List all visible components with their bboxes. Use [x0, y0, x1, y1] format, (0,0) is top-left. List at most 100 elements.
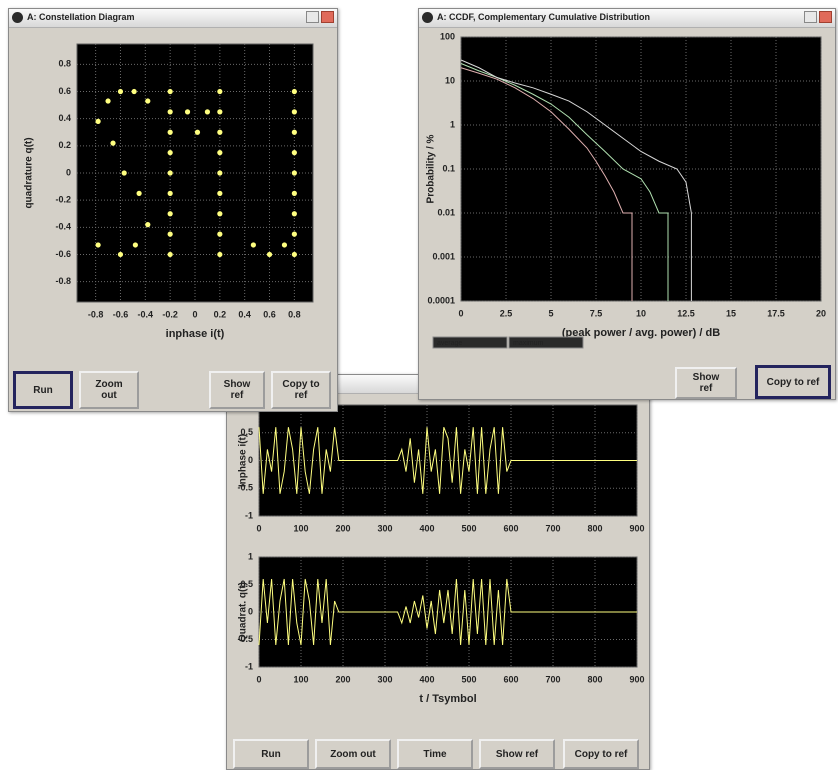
data-line	[460, 63, 669, 301]
data-point	[291, 88, 297, 95]
time-window: 0 100 200 300 400 500 600 700 800 900 -1 -0.5 0 0.5 In…	[226, 374, 650, 770]
x-tick-label: 500	[461, 523, 476, 533]
data-point	[136, 190, 142, 196]
minimize-button[interactable]	[804, 11, 817, 23]
legend-box	[432, 336, 508, 349]
y-axis-label: quadrature q(t)	[24, 137, 35, 208]
y-tick-label: 100	[440, 31, 455, 41]
data-point	[217, 251, 223, 258]
x-tick-label: 0.2	[214, 309, 227, 319]
window-title: A: CCDF, Complementary Cumulative Distri…	[437, 12, 651, 22]
x-tick-label: 0.6	[263, 309, 276, 319]
x-axis-label: (peak power / avg. power) / dB	[562, 327, 720, 339]
data-point	[117, 88, 124, 95]
y-tick-label: 0.01	[437, 207, 455, 217]
data-point	[95, 118, 101, 124]
data-point	[217, 129, 223, 135]
data-point	[217, 150, 223, 156]
data-point	[121, 170, 127, 176]
ccdf-chart: 0 2.5 5 7.5 10 12.5 15 17.5 20 0.0001 0.001 0.01 0.1…	[426, 31, 826, 349]
data-point	[110, 140, 116, 146]
x-tick-label: 5	[548, 308, 553, 318]
x-tick-label: 0	[192, 309, 197, 319]
x-tick-label: 700	[545, 523, 560, 533]
y-tick-label: 0.0001	[427, 295, 455, 305]
y-tick-label: 1	[450, 119, 455, 129]
data-point	[105, 98, 111, 104]
data-point	[95, 242, 101, 248]
y-tick-label: 0.001	[432, 251, 455, 261]
data-point	[217, 190, 223, 196]
button[interactable]: Run	[13, 371, 73, 409]
y-tick-label: 0.4	[58, 113, 71, 123]
x-tick-label: 200	[335, 674, 350, 684]
button[interactable]: Zoom out	[79, 371, 139, 409]
x-axis-label: inphase i(t)	[166, 328, 225, 340]
data-point	[291, 231, 297, 237]
data-line	[460, 59, 692, 301]
data-line	[258, 427, 637, 494]
x-tick-label: 0	[256, 674, 261, 684]
x-tick-label: 20	[816, 308, 826, 318]
y-tick-label: 0.5	[240, 427, 253, 437]
x-tick-label: 0.8	[288, 309, 301, 319]
x-tick-label: 100	[293, 523, 308, 533]
button[interactable]: Copy to ref	[755, 365, 831, 399]
minimize-button[interactable]	[306, 11, 319, 23]
data-point	[281, 242, 288, 248]
x-tick-label: 200	[335, 523, 350, 533]
x-tick-label: 500	[461, 674, 476, 684]
button[interactable]: Run	[233, 739, 309, 769]
data-point	[217, 231, 223, 237]
x-tick-label: 100	[293, 674, 308, 684]
y-tick-label: 0	[248, 455, 253, 465]
button[interactable]: Copy to ref	[563, 739, 639, 769]
x-tick-label: -0.4	[138, 309, 154, 319]
data-point	[131, 88, 137, 95]
constellation-chart: -0.8 -0.6 -0.4 -0.2 0 0.2 0.4 0.6 0.8 -0.8 -0.6 -0.…	[24, 43, 314, 340]
y-tick-label: -1	[245, 510, 253, 520]
y-tick-label: 0.8	[58, 59, 71, 69]
y-tick-label: -0.4	[55, 222, 71, 232]
x-tick-label: 2.5	[500, 308, 513, 318]
data-point	[204, 109, 211, 115]
button[interactable]: Zoom out	[315, 739, 391, 769]
button[interactable]: Show ref	[479, 739, 555, 769]
x-tick-label: 300	[377, 674, 392, 684]
window-icon	[422, 12, 433, 23]
x-tick-label: -0.8	[88, 309, 104, 319]
button[interactable]: Time	[397, 739, 473, 769]
x-tick-label: 0	[458, 308, 463, 318]
x-tick-label: 400	[419, 674, 434, 684]
data-point	[145, 222, 151, 228]
data-line	[460, 67, 633, 301]
x-tick-label: 7.5	[590, 308, 603, 318]
x-tick-label: 10	[636, 308, 646, 318]
x-tick-label: 0	[256, 523, 261, 533]
data-point	[250, 242, 256, 248]
data-point	[217, 109, 223, 115]
data-point	[167, 129, 173, 135]
data-point	[291, 211, 297, 217]
button[interactable]: Show ref	[209, 371, 265, 409]
x-tick-label: 600	[503, 674, 518, 684]
data-point	[217, 88, 223, 95]
x-axis-label: t / Tsymbol	[419, 693, 476, 705]
x-tick-label: 600	[503, 523, 518, 533]
y-tick-label: 0	[66, 167, 71, 177]
x-tick-label: 900	[629, 674, 644, 684]
close-button[interactable]	[819, 11, 832, 23]
data-point	[117, 251, 124, 258]
data-point	[167, 190, 173, 196]
data-line	[258, 578, 637, 646]
data-point	[145, 98, 151, 104]
constellation-window: -0.8 -0.6 -0.4 -0.2 0 0.2 0.4 0.6 0.8 -0.8 -0.6 -0.…	[8, 8, 338, 412]
y-tick-label: 1	[248, 551, 253, 561]
button[interactable]: Show ref	[675, 367, 737, 399]
x-tick-label: 700	[545, 674, 560, 684]
close-button[interactable]	[321, 11, 334, 23]
button[interactable]: Copy to ref	[271, 371, 331, 409]
data-point	[167, 88, 173, 95]
x-tick-label: -0.2	[162, 309, 178, 319]
y-tick-label: 0	[248, 606, 253, 616]
